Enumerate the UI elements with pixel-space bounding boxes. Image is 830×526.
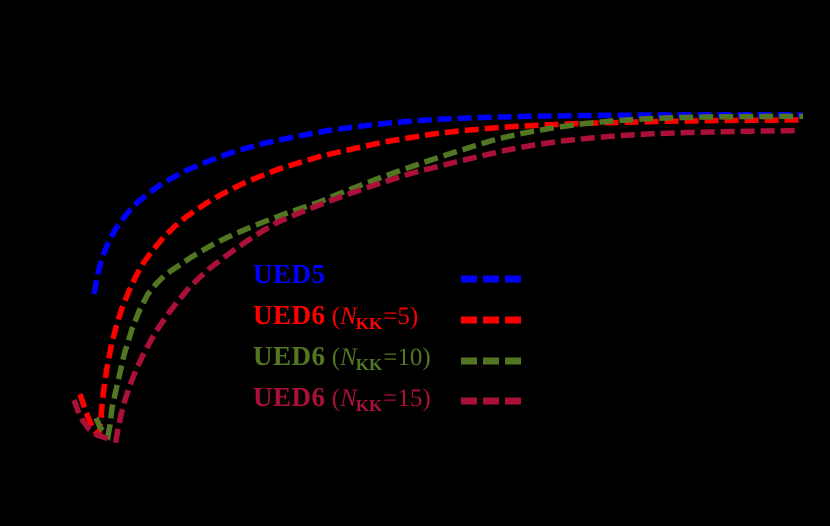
legend-label-ued6-n15: UED6: [253, 382, 326, 412]
legend-item-ued6-n15: UED6 (NKK=15): [253, 383, 431, 417]
curve-ued6-n10: [93, 113, 804, 441]
curve-ued5: [91, 111, 803, 295]
legend-detail-ued6-n10: (NKK=10): [325, 344, 431, 374]
legend-item-ued6-n10: UED6 (NKK=10): [253, 342, 431, 376]
legend-detail-ued6-n15: (NKK=15): [325, 385, 431, 415]
legend-label-ued5: UED5: [253, 259, 326, 289]
legend-label-ued6-n10: UED6: [253, 341, 326, 371]
curve-ued6-n15: [71, 127, 798, 444]
legend-detail-ued6-n5: (NKK=5): [325, 303, 419, 333]
legend-item-ued6-n5: UED6 (NKK=5): [253, 301, 418, 335]
legend-label-ued6-n5: UED6: [253, 300, 326, 330]
legend-item-ued5: UED5: [253, 260, 326, 294]
